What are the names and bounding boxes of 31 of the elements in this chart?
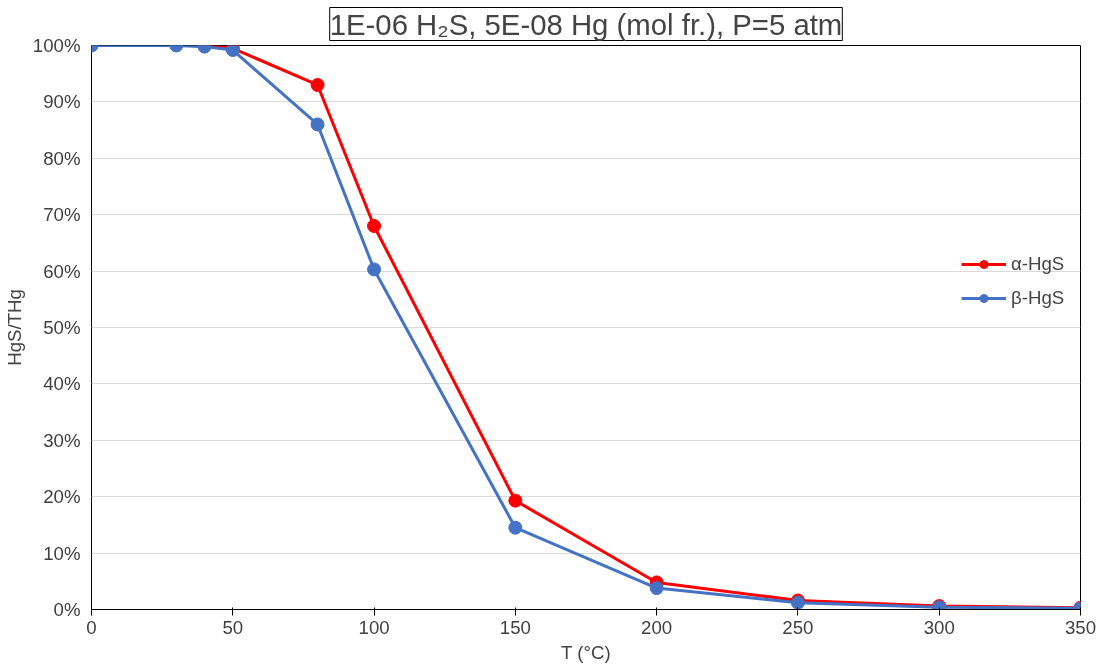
y-axis-title: HgS/THg (3, 289, 25, 366)
point (310, 117, 325, 132)
y-tick-label: 50% (43, 317, 81, 338)
y-tick-label: 100% (32, 35, 81, 56)
x-tick-label: 100 (358, 616, 390, 638)
legend-label: β-HgS (1011, 287, 1065, 309)
legend-label: α-HgS (1011, 253, 1065, 275)
y-tick-label: 20% (43, 486, 81, 508)
point (508, 520, 523, 535)
x-tick-label: 0 (86, 616, 97, 638)
x-tick-label: 250 (782, 616, 814, 638)
y-tick-label: 30% (43, 429, 81, 451)
y-tick-label: 0% (53, 599, 81, 620)
y-tick-label: 60% (43, 260, 81, 282)
point (508, 493, 523, 508)
x-axis-title: T (°C) (561, 641, 611, 663)
point (367, 218, 382, 233)
point (649, 581, 664, 596)
x-tick-label: 350 (1064, 616, 1097, 638)
y-tick-label: 70% (43, 204, 81, 226)
y-tick-label: 40% (43, 373, 81, 395)
x-tick-label: 150 (499, 616, 531, 638)
y-tick-label: 80% (43, 147, 81, 169)
point (310, 77, 325, 92)
x-tick-label: 200 (641, 616, 673, 638)
y-tick-label: 10% (43, 542, 81, 564)
y-tick-label: 90% (43, 91, 81, 113)
x-tick-label: 300 (923, 616, 955, 638)
point (367, 262, 382, 277)
chart-title: 1E-06 H₂S, 5E-08 Hg (mol fr.), P=5 atm (329, 7, 843, 41)
x-tick-label: 50 (222, 616, 244, 638)
